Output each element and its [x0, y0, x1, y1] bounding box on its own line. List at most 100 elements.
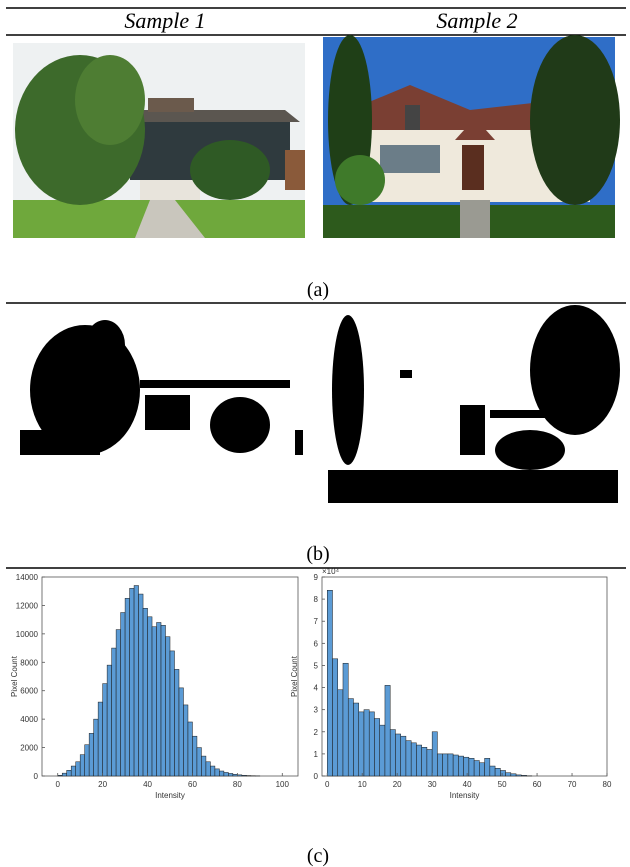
- photo-sample-1: [13, 43, 305, 238]
- bar: [474, 761, 479, 776]
- y-tick-label: 5: [314, 661, 319, 670]
- bar: [152, 627, 156, 776]
- x-tick-label: 40: [143, 780, 152, 789]
- bar: [359, 712, 364, 776]
- x-tick-label: 100: [276, 780, 290, 789]
- caption: (a): [307, 279, 329, 301]
- bar: [89, 733, 93, 776]
- y-tick-label: 2: [314, 728, 319, 737]
- bar: [437, 754, 442, 776]
- x-tick-label: 80: [603, 780, 612, 789]
- bar: [416, 745, 421, 776]
- bar: [448, 754, 453, 776]
- y-tick-label: 4: [314, 684, 319, 693]
- y-tick-label: 0: [34, 772, 39, 781]
- bar: [174, 669, 178, 776]
- caption: (b): [306, 543, 329, 565]
- bar: [62, 773, 66, 776]
- bar: [130, 588, 134, 776]
- x-tick-label: 60: [533, 780, 542, 789]
- bar: [242, 775, 246, 776]
- bar: [161, 625, 165, 776]
- bar: [179, 688, 183, 776]
- bar: [148, 617, 152, 776]
- bar: [80, 755, 84, 776]
- column-header: Sample 1: [124, 8, 205, 33]
- bar: [157, 622, 161, 776]
- x-tick-label: 60: [188, 780, 197, 789]
- bar: [134, 586, 138, 776]
- bar: [464, 757, 469, 776]
- y-tick-label: 10000: [16, 630, 39, 639]
- x-tick-label: 20: [393, 780, 402, 789]
- bar: [170, 651, 174, 776]
- bar: [327, 590, 332, 776]
- photo-sample-2: [323, 35, 620, 238]
- y-tick-label: 3: [314, 706, 319, 715]
- bar: [166, 637, 170, 776]
- binary-sample-2: [328, 305, 620, 503]
- bar: [364, 710, 369, 776]
- bar: [112, 648, 116, 776]
- bar: [485, 758, 490, 776]
- bar: [206, 762, 210, 776]
- bar: [58, 775, 62, 776]
- bar: [237, 775, 241, 776]
- y-scale-label: ×10⁴: [322, 567, 340, 576]
- bar: [432, 732, 437, 776]
- bar: [215, 769, 219, 776]
- column-header: Sample 2: [436, 8, 517, 33]
- y-axis-label: Pixel Count: [10, 655, 19, 697]
- bar: [107, 665, 111, 776]
- bar: [443, 754, 448, 776]
- bar: [422, 747, 427, 776]
- x-axis-label: Intensity: [450, 791, 480, 800]
- bar: [233, 774, 237, 776]
- bar: [427, 749, 432, 776]
- bar: [353, 703, 358, 776]
- y-tick-label: 6000: [20, 687, 38, 696]
- bar: [401, 736, 406, 776]
- y-tick-label: 6: [314, 639, 319, 648]
- bar: [139, 594, 143, 776]
- bar: [201, 756, 205, 776]
- x-tick-label: 10: [358, 780, 367, 789]
- y-tick-label: 0: [314, 772, 319, 781]
- y-tick-label: 12000: [16, 601, 39, 610]
- x-tick-label: 50: [498, 780, 507, 789]
- bar: [490, 766, 495, 776]
- y-tick-label: 2000: [20, 744, 38, 753]
- bar: [506, 773, 511, 776]
- bar: [332, 659, 337, 776]
- bar: [390, 730, 395, 776]
- bar: [453, 755, 458, 776]
- bar: [197, 748, 201, 776]
- bar: [224, 772, 228, 776]
- bar: [121, 613, 125, 776]
- y-axis-label: Pixel Count: [290, 655, 299, 697]
- bar: [495, 768, 500, 776]
- bar: [374, 719, 379, 776]
- x-tick-label: 0: [325, 780, 330, 789]
- bar: [192, 736, 196, 776]
- bar: [395, 734, 400, 776]
- y-tick-label: 9: [314, 573, 319, 582]
- bar: [343, 663, 348, 776]
- bar: [511, 774, 516, 776]
- x-tick-label: 70: [568, 780, 577, 789]
- x-tick-label: 80: [233, 780, 242, 789]
- bar: [188, 722, 192, 776]
- x-tick-label: 40: [463, 780, 472, 789]
- y-tick-label: 8000: [20, 658, 38, 667]
- bar: [338, 690, 343, 776]
- x-tick-label: 20: [98, 780, 107, 789]
- x-tick-label: 0: [55, 780, 60, 789]
- binary-sample-1: [8, 310, 306, 500]
- bar: [103, 684, 107, 776]
- bar: [385, 685, 390, 776]
- bar: [67, 770, 71, 776]
- y-tick-label: 8: [314, 595, 319, 604]
- bar: [76, 762, 80, 776]
- bar: [98, 702, 102, 776]
- bar: [210, 766, 214, 776]
